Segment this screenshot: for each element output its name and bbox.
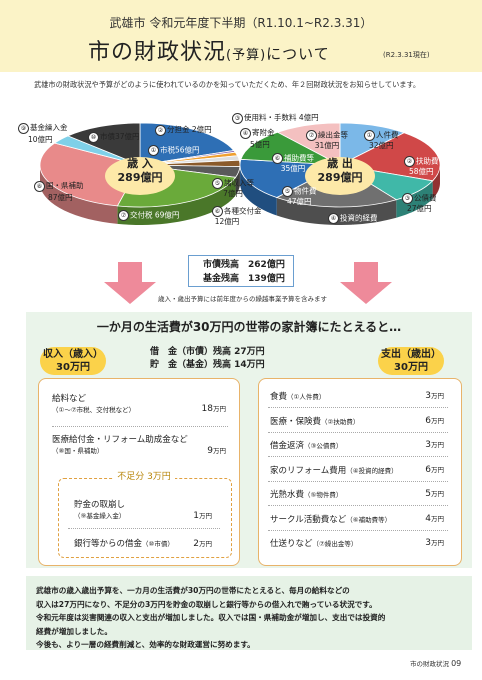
expense-amount: 3万円 [425, 391, 444, 401]
shortfall-amount-loan: 2万円 [193, 539, 212, 549]
divider [68, 528, 220, 529]
exp-label-1: ① 人件費 32億円 [364, 130, 399, 151]
divider [268, 456, 448, 457]
pie-side-交付税 [117, 177, 236, 225]
shortfall-row-savings: 貯金の取崩し （⑨基金繰入金） [74, 500, 126, 520]
expense-row: サークル活動費など（⑥補助費等） [270, 514, 392, 525]
expense-amount: 3万円 [425, 538, 444, 548]
expense-amount: 4万円 [425, 513, 444, 524]
exp-label-4: ④ 投資的経費 59億円 [328, 213, 378, 234]
shortfall-amount-savings: 1万円 [193, 511, 212, 521]
expense-row: 医療・保険費（②扶助費） [270, 416, 360, 427]
arrow-down-left-icon [104, 262, 156, 304]
rev-label-9: ⑨ 基金繰入金 10億円 [18, 122, 68, 145]
rev-label-2: ② 分担金 2億円 [155, 124, 212, 136]
divider [52, 426, 228, 427]
income-row-medical: 医療給付金・リフォーム助成金など （⑧国・県補助） [52, 435, 188, 455]
exp-label-3: ③ 公債費 27億円 [402, 193, 437, 214]
expense-badge-label: 支出（歳出） [381, 349, 441, 360]
pie-side-投資的経費 [276, 197, 397, 225]
divider [268, 505, 448, 506]
expense-badge: 支出（歳出） 30万円 [378, 347, 444, 375]
expense-row: 家のリフォーム費用（④投資的経費） [270, 465, 398, 476]
divider [268, 407, 448, 408]
revenue-center-label: 歳 入 289億円 [105, 157, 175, 195]
summary-text: 武雄市の歳入歳出予算を、一カ月の生活費が30万円の世帯にたとえると、毎月の給料な… [36, 586, 386, 649]
expense-row: 光熱水費（⑤物件費） [270, 490, 343, 500]
income-amount-salary: 18万円 [201, 404, 226, 414]
expense-row: 食費（①人件費） [270, 392, 326, 402]
pie-side-公債費 [396, 180, 433, 218]
rev-label-4: ④ 寄附金 5億円 [240, 127, 275, 150]
expense-amount: 6万円 [425, 415, 444, 426]
exp-label-5: ⑤ 物件費 47億円 [282, 186, 317, 207]
divider [268, 480, 448, 482]
page-title: 市の財政状況(予算)について [88, 34, 330, 66]
fund-balance-value: 139億円 [248, 274, 285, 284]
rev-label-1: ① 市税56億円 [148, 145, 200, 156]
budget-note: 歳入・歳出予算には前年度からの繰越事業予算を含みます [158, 295, 327, 303]
rev-label-5: ⑤ 諸収入等 7億円 [212, 178, 254, 199]
title-tail: について [266, 45, 330, 63]
page-number: 09 [451, 659, 462, 668]
expenditure-center-title: 歳 出 [327, 157, 353, 170]
shortfall-title: 不足分 3万円 [58, 469, 230, 482]
income-badge-total: 30万円 [56, 362, 90, 373]
rev-label-8: ⑧ 国・県補助 87億円 [34, 180, 84, 203]
pie-slice-補助費等 [240, 131, 341, 166]
expenditure-center-label: 歳 出 289億円 [305, 157, 375, 195]
rev-label-6: ⑥ 各種交付金 12億円 [212, 206, 262, 227]
expense-amount: 6万円 [425, 464, 444, 475]
municipal-bond-value: 262億円 [248, 260, 285, 270]
header-band [0, 0, 482, 72]
savings-balance: 貯 金（基金）残高 14万円 [150, 360, 265, 370]
exp-label-2: ② 扶助費 58億円 [404, 156, 439, 177]
pie-side-物件費 [240, 166, 277, 216]
title-paren: (予算) [226, 48, 267, 63]
revenue-center-title: 歳 入 [127, 157, 153, 170]
arrow-down-right-icon [340, 262, 392, 304]
pie-slice-人件費 [339, 122, 406, 166]
rev-label-7: ⑦ 交付税 69億円 [118, 210, 179, 221]
shortfall-row-loan: 銀行等からの借金（⑩市債） [74, 539, 174, 549]
income-row-salary: 給料など （①～⑦市税、交付税など） [52, 394, 136, 414]
rev-label-3: ③ 使用料・手数料 4億円 [232, 112, 319, 124]
pie-side-国・県補助 [40, 165, 118, 224]
expense-panel [258, 378, 462, 566]
loan-balance: 借 金（市債）残高 27万円 [150, 347, 265, 357]
header-subtitle: 武雄市 令和元年度下半期（R1.10.1~R2.3.31） [109, 16, 373, 30]
income-badge: 収入（歳入） 30万円 [40, 347, 106, 375]
expense-amount: 5万円 [425, 489, 444, 499]
summary-box [26, 576, 472, 650]
pie-slice-市債 [66, 122, 141, 166]
debt-balance-box: 市債残高 262億円 基金残高 139億円 [188, 255, 294, 287]
household-balances: 借 金（市債）残高 27万円 貯 金（基金）残高 14万円 [150, 346, 340, 372]
page-footer: 市の財政状況 09 [410, 658, 461, 668]
municipal-bond-label: 市債残高 [203, 260, 240, 270]
divider [268, 529, 448, 531]
revenue-center-total: 289億円 [117, 171, 163, 184]
pie-side-各種交付金 [235, 166, 240, 196]
expense-row: 仕送りなど（⑦繰出金等） [270, 539, 358, 549]
expense-amount: 3万円 [425, 440, 444, 450]
rev-label-10: ⑩ 市債37億円 [88, 131, 140, 143]
exp-label-6: ⑥ 補助費等 35億円 [272, 153, 314, 174]
income-amount-medical: 9万円 [207, 446, 226, 456]
exp-label-7: ⑦ 繰出金等 31億円 [306, 130, 348, 151]
intro-text: 武雄市の財政状況や予算がどのように使われているのかを知っていただくため、年２回財… [34, 80, 421, 89]
date-note: (R2.3.31現在) [383, 51, 430, 59]
pie-slice-繰出金等 [276, 122, 341, 166]
income-badge-label: 収入（歳入） [43, 349, 103, 360]
expenditure-center-total: 289億円 [317, 171, 363, 184]
fund-balance-label: 基金残高 [203, 274, 240, 284]
expense-badge-total: 30万円 [394, 362, 428, 373]
divider [268, 431, 448, 433]
title-main: 市の財政状況 [88, 40, 227, 65]
footer-label: 市の財政状況 [410, 660, 449, 668]
household-title: 一か月の生活費が30万円の世帯の家計簿にたとえると… [96, 320, 402, 334]
expense-row: 借金返済（③公債費） [270, 441, 343, 451]
